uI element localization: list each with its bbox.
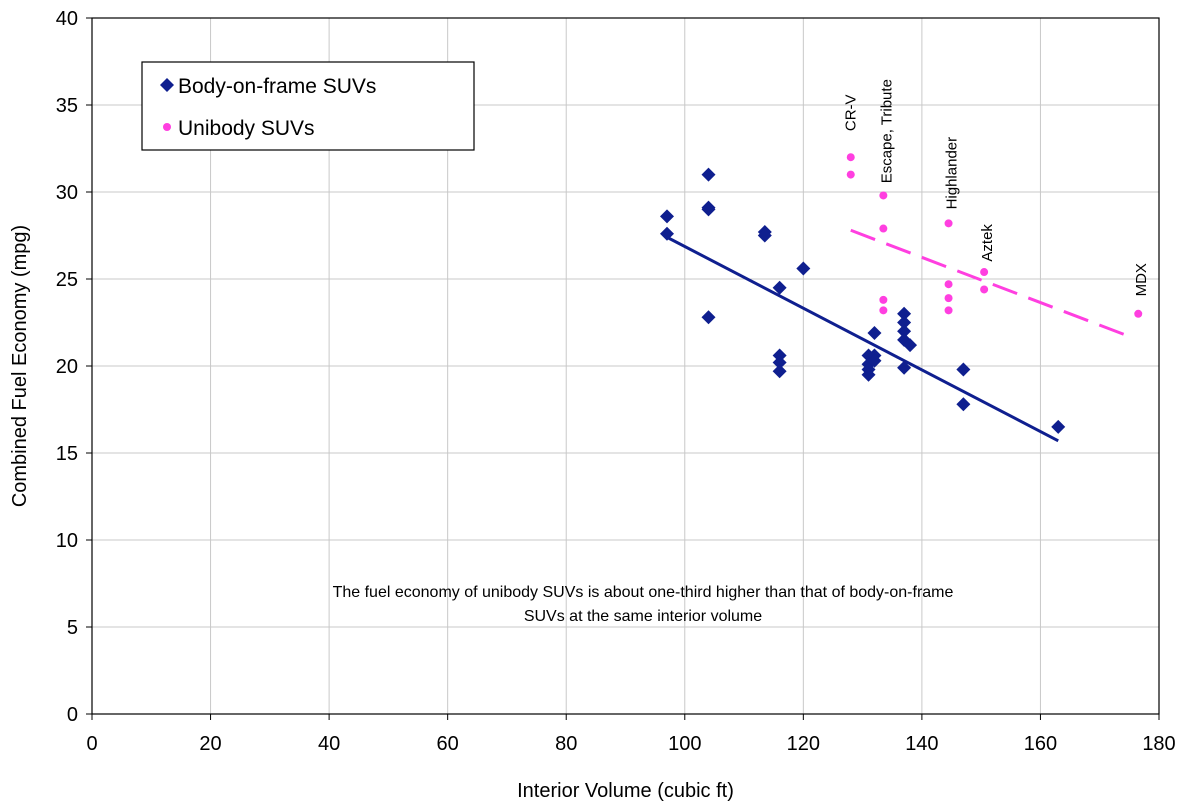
annotation-label: MDX bbox=[1133, 263, 1150, 296]
point-unibody bbox=[944, 306, 953, 315]
point-body-on-frame bbox=[659, 226, 674, 241]
y-tick-label: 30 bbox=[56, 182, 78, 204]
legend-label-body-on-frame: Body-on-frame SUVs bbox=[178, 75, 376, 98]
chart-note-line-1: The fuel economy of unibody SUVs is abou… bbox=[333, 584, 954, 601]
x-tick-label: 120 bbox=[787, 733, 820, 755]
point-unibody bbox=[944, 294, 953, 303]
point-unibody bbox=[846, 153, 855, 162]
point-body-on-frame bbox=[701, 202, 716, 217]
model-annotations: CR-V Escape, Tribute Highlander Aztek MDX bbox=[843, 79, 1150, 296]
x-tick-label: 40 bbox=[318, 733, 340, 755]
point-body-on-frame bbox=[701, 167, 716, 182]
y-tick-label: 5 bbox=[67, 617, 78, 639]
x-tick-label: 20 bbox=[199, 733, 221, 755]
axis-ticks: 0 20 40 60 80 100 120 140 160 180 0 5 10 15 20 25 30 35 40 bbox=[56, 8, 1176, 755]
y-tick-label: 15 bbox=[56, 443, 78, 465]
point-body-on-frame bbox=[903, 338, 918, 353]
y-tick-label: 0 bbox=[67, 704, 78, 726]
annotation-label: CR-V bbox=[843, 94, 860, 131]
point-body-on-frame bbox=[757, 228, 772, 243]
x-tick-label: 100 bbox=[668, 733, 701, 755]
legend-label-unibody: Unibody SUVs bbox=[178, 117, 315, 140]
point-body-on-frame bbox=[897, 315, 912, 330]
point-unibody bbox=[944, 280, 953, 289]
y-tick-label: 35 bbox=[56, 95, 78, 117]
point-body-on-frame bbox=[867, 325, 882, 340]
x-tick-label: 60 bbox=[437, 733, 459, 755]
y-tick-label: 10 bbox=[56, 530, 78, 552]
annotation-label: Aztek bbox=[979, 224, 996, 262]
point-unibody bbox=[846, 170, 855, 179]
x-tick-label: 180 bbox=[1142, 733, 1175, 755]
point-body-on-frame bbox=[867, 353, 882, 368]
point-unibody bbox=[980, 285, 989, 294]
y-tick-label: 40 bbox=[56, 8, 78, 30]
data-points bbox=[659, 153, 1143, 434]
point-unibody bbox=[980, 268, 989, 277]
legend-marker-body-on-frame bbox=[160, 78, 174, 92]
point-body-on-frame bbox=[897, 306, 912, 321]
legend-box bbox=[141, 61, 475, 151]
legend-marker-unibody bbox=[163, 123, 171, 131]
x-tick-label: 160 bbox=[1024, 733, 1057, 755]
point-body-on-frame bbox=[772, 364, 787, 379]
trendline-body-on-frame bbox=[666, 235, 1059, 443]
annotation-label: Highlander bbox=[944, 137, 961, 210]
point-body-on-frame bbox=[956, 362, 971, 377]
point-unibody bbox=[879, 295, 888, 304]
point-unibody bbox=[879, 224, 888, 233]
point-unibody bbox=[879, 306, 888, 315]
chart-note-line-2: SUVs at the same interior volume bbox=[524, 608, 762, 625]
legend: Body-on-frame SUVs Unibody SUVs bbox=[141, 61, 475, 151]
point-body-on-frame bbox=[772, 355, 787, 370]
point-body-on-frame bbox=[956, 397, 971, 412]
x-tick-label: 0 bbox=[86, 733, 97, 755]
point-unibody bbox=[944, 219, 953, 228]
x-tick-label: 80 bbox=[555, 733, 577, 755]
trendline-unibody bbox=[850, 228, 1130, 338]
point-unibody bbox=[1134, 309, 1143, 318]
point-body-on-frame bbox=[1051, 419, 1066, 434]
point-body-on-frame bbox=[897, 324, 912, 339]
point-body-on-frame bbox=[701, 310, 716, 325]
y-axis-title: Combined Fuel Economy (mpg) bbox=[9, 225, 31, 507]
point-body-on-frame bbox=[796, 261, 811, 276]
point-body-on-frame bbox=[659, 209, 674, 224]
point-unibody bbox=[879, 191, 888, 200]
y-tick-label: 20 bbox=[56, 356, 78, 378]
point-body-on-frame bbox=[861, 367, 876, 382]
trendlines bbox=[666, 228, 1130, 443]
point-body-on-frame bbox=[772, 280, 787, 295]
y-tick-label: 25 bbox=[56, 269, 78, 291]
point-body-on-frame bbox=[897, 360, 912, 375]
annotation-label: Escape, Tribute bbox=[878, 79, 895, 183]
x-tick-label: 140 bbox=[905, 733, 938, 755]
x-axis-title: Interior Volume (cubic ft) bbox=[517, 780, 734, 802]
